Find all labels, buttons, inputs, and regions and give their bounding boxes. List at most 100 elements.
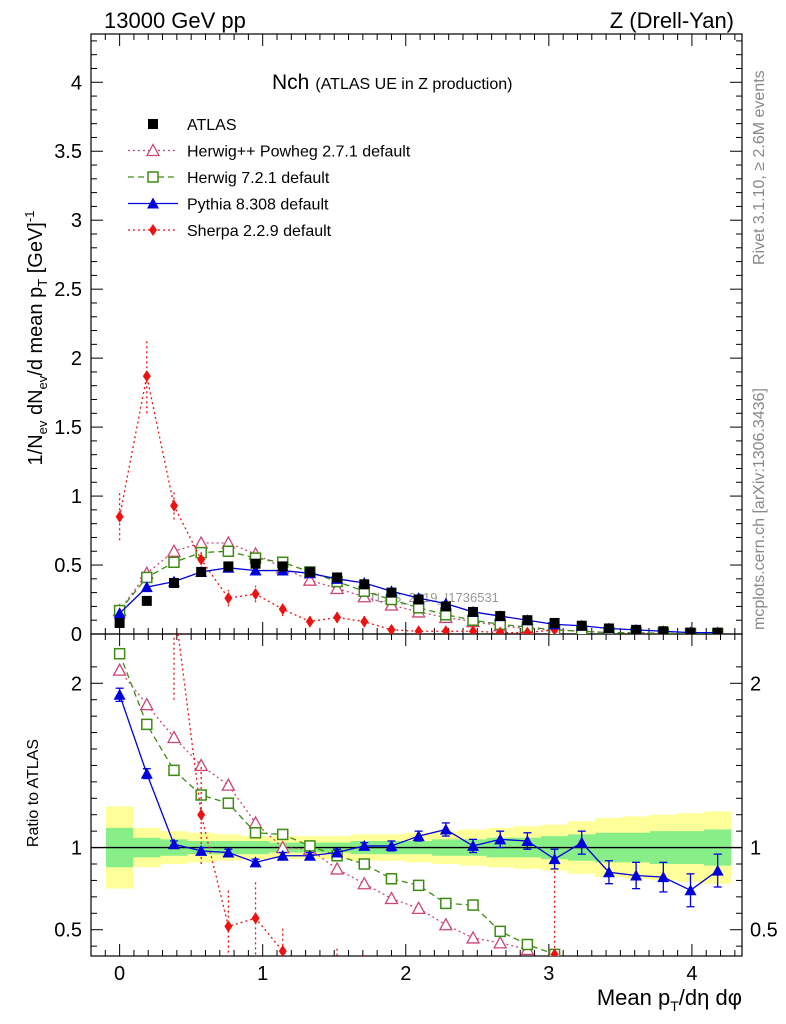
ratio-point-herwigpp [438, 917, 453, 931]
main-point-sherpa [387, 623, 396, 634]
y-tick-label: 1 [71, 486, 82, 508]
main-point-herwig7 [168, 556, 180, 569]
main-point-herwigpp [194, 535, 209, 549]
ratio-y-tick-label: 1 [71, 838, 82, 860]
main-point-herwigpp [302, 572, 318, 586]
main-point-sherpa [142, 370, 151, 383]
ratio-point-pythia [684, 884, 697, 896]
main-point-sherpa [251, 588, 260, 600]
header-process: Z (Drell-Yan) [610, 8, 734, 33]
legend-entry-herwig7: Herwig 7.2.1 default [128, 170, 330, 187]
legend-marker-sherpa [149, 224, 157, 236]
ratio-point-sherpa [360, 965, 368, 977]
x-tick-label: 2 [400, 963, 411, 985]
main-point-atlas [250, 558, 261, 569]
ratio-y-tick-label: 2 [71, 673, 82, 695]
main-point-sherpa [278, 603, 287, 616]
ratio-point-sherpa [523, 989, 531, 1001]
ratio-point-herwigpp [139, 697, 154, 711]
ratio-point-herwig7 [141, 718, 153, 731]
ratio-point-pythia [276, 849, 289, 861]
y-tick-label: 1.5 [54, 417, 82, 439]
ratio-point-pythia [385, 839, 398, 851]
ratio-point-herwigpp [357, 876, 372, 890]
main-point-atlas [141, 595, 152, 606]
main-point-herwigpp [166, 543, 182, 557]
y-tick-label: 2 [71, 348, 82, 370]
legend-entry-atlas: ATLAS [148, 117, 237, 134]
main-point-atlas [603, 623, 614, 634]
main-point-sherpa [169, 499, 178, 512]
ratio-panel-data [112, 634, 724, 1005]
plot-title: Nch (ATLAS UE in Z production) [272, 71, 512, 94]
main-point-atlas [359, 579, 370, 590]
main-point-sherpa [224, 592, 233, 605]
ratio-point-herwigpp [221, 777, 236, 791]
ratio-point-pythia [630, 869, 643, 881]
ratio-point-herwig7 [467, 899, 479, 911]
ratio-point-pythia [222, 846, 235, 858]
ratio-point-sherpa [442, 989, 450, 1001]
ratio-point-herwig7 [276, 828, 289, 841]
ratio-point-herwig7 [385, 873, 398, 885]
ratio-point-pythia [657, 871, 670, 883]
legend-label-herwig7: Herwig 7.2.1 default [187, 170, 330, 187]
ratio-y-tick-label-right: 0.5 [750, 920, 778, 942]
ratio-point-pythia [494, 833, 507, 845]
axis-tick-labels: 0 1 2 3 4 0 0.5 1 1.5 2 2.5 3 3.5 4 0.5 0.5 1 1 2 2 [54, 72, 778, 985]
plot-title-sub: (ATLAS UE in Z production) [315, 76, 512, 93]
ratio-point-pythia [303, 849, 316, 861]
ratio-line-herwig7 [119, 653, 555, 955]
ratio-point-herwig7 [168, 764, 180, 777]
y-tick-label: 0 [71, 624, 82, 646]
legend-marker-pythia [147, 197, 159, 209]
ratio-point-pythia [439, 823, 452, 835]
y-tick-label: 3.5 [54, 141, 82, 163]
ratio-point-sherpa [224, 920, 233, 933]
ratio-point-sherpa [333, 958, 341, 970]
main-point-sherpa [115, 510, 124, 523]
main-point-herwig7 [141, 571, 153, 584]
mcplots-label: mcplots.cern.ch [arXiv:1306.3436] [751, 388, 768, 630]
main-point-atlas [495, 611, 506, 622]
main-point-sherpa [305, 615, 314, 628]
ratio-point-pythia [167, 838, 180, 850]
ratio-series-herwigpp [112, 662, 535, 956]
legend-label-sherpa: Sherpa 2.2.9 default [187, 223, 332, 240]
main-point-sherpa [197, 553, 206, 566]
ratio-line-herwigpp [119, 669, 528, 951]
ratio-point-pythia [249, 856, 262, 868]
ratio-point-herwig7 [412, 879, 425, 892]
ratio-point-herwig7 [358, 858, 371, 870]
x-tick-label: 3 [543, 963, 554, 985]
ratio-point-herwig7 [195, 789, 207, 801]
ratio-point-herwig7 [113, 647, 126, 660]
ratio-point-herwig7 [494, 925, 506, 938]
legend-label-atlas: ATLAS [187, 117, 237, 134]
ratio-point-herwigpp [493, 935, 508, 949]
ratio-point-pythia [140, 767, 153, 779]
main-ylabel: 1/Nev dNev/d mean pT [GeV]-1 [22, 211, 50, 466]
ratio-point-pythia [331, 846, 344, 858]
main-point-pythia [113, 607, 126, 619]
ratio-ylabel: Ratio to ATLAS [25, 739, 42, 847]
main-point-atlas [114, 617, 125, 628]
main-point-atlas [712, 627, 723, 634]
main-point-atlas [386, 587, 397, 598]
ratio-point-pythia [412, 830, 425, 842]
ratio-series-pythia [113, 687, 724, 908]
ratio-point-sherpa [496, 993, 504, 1005]
ratio-point-herwigpp [112, 662, 127, 676]
main-point-atlas [468, 606, 479, 617]
ratio-point-herwigpp [248, 815, 263, 829]
rivet-version-label: Rivet 3.1.10, ≥ 2.6M events [751, 70, 768, 265]
ratio-point-herwig7 [521, 938, 534, 951]
main-point-atlas [304, 566, 315, 577]
ratio-point-sherpa [550, 948, 559, 956]
ratio-point-sherpa [415, 993, 423, 1005]
main-series-atlas [114, 558, 723, 634]
ratio-point-herwigpp [465, 930, 481, 944]
ratio-point-herwig7 [222, 797, 235, 809]
ratio-point-pythia [575, 836, 588, 848]
